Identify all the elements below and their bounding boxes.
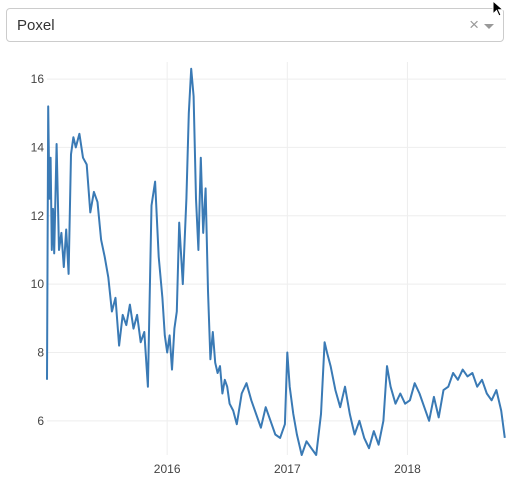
x-tick-label: 2017 bbox=[274, 462, 301, 476]
clear-icon[interactable]: × bbox=[469, 15, 479, 34]
y-tick-label: 8 bbox=[37, 345, 44, 359]
series-line-poxel bbox=[46, 67, 506, 456]
x-tick-label: 2016 bbox=[154, 462, 181, 476]
stock-select-dropdown[interactable]: Poxel × bbox=[6, 8, 504, 42]
chevron-down-icon[interactable] bbox=[484, 24, 494, 29]
stock-select-value: Poxel bbox=[17, 17, 55, 34]
y-tick-label: 12 bbox=[31, 209, 45, 223]
mouse-cursor-icon bbox=[492, 0, 505, 17]
y-tick-label: 10 bbox=[31, 277, 45, 291]
y-tick-label: 16 bbox=[31, 72, 45, 86]
y-tick-label: 6 bbox=[37, 414, 44, 428]
axis-ticks: 6 8 10 12 14 16 2016 2017 2018 bbox=[31, 72, 422, 476]
x-tick-label: 2018 bbox=[394, 462, 421, 476]
y-tick-label: 14 bbox=[31, 140, 45, 154]
grid-lines bbox=[47, 62, 506, 455]
